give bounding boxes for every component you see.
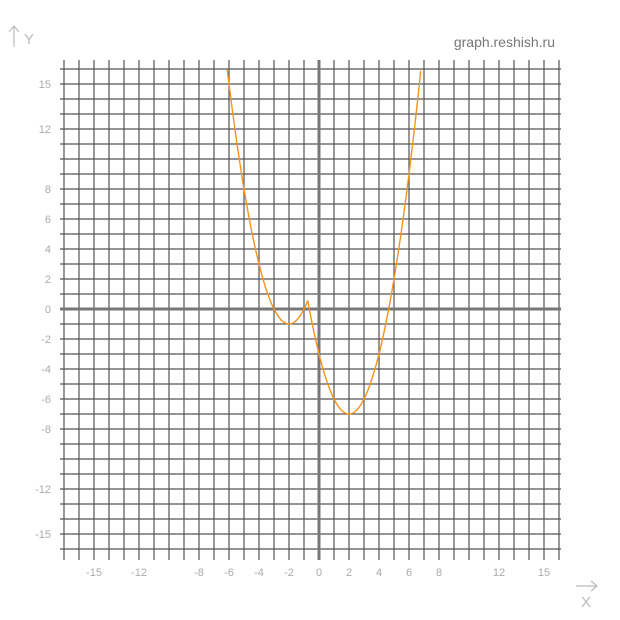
x-label: X <box>581 594 591 611</box>
x-axis-label: X <box>576 580 598 611</box>
y-arrow-head <box>8 25 20 33</box>
x-tick-label: 15 <box>538 567 550 579</box>
x-tick-label: 6 <box>406 567 412 579</box>
y-tick-label: -2 <box>41 334 51 346</box>
x-tick-label: -8 <box>194 567 204 579</box>
curve-left <box>226 69 309 325</box>
y-tick-label: -4 <box>41 364 51 376</box>
x-tick-label: -4 <box>254 567 264 579</box>
y-tick-label: -15 <box>35 529 51 541</box>
x-tick-label: -15 <box>86 567 102 579</box>
y-tick-label: -12 <box>35 484 51 496</box>
y-tick-label: 15 <box>39 79 51 91</box>
x-arrow-head <box>590 580 598 592</box>
watermark: graph.reshish.ru <box>454 34 555 50</box>
x-tick-label: -6 <box>224 567 234 579</box>
x-tick-label: 12 <box>493 567 505 579</box>
curves <box>226 69 422 415</box>
curve-right <box>307 70 422 415</box>
y-tick-label: 8 <box>45 184 51 196</box>
x-tick-label: 4 <box>376 567 382 579</box>
y-label: Y <box>24 31 34 48</box>
y-tick-label: 12 <box>39 124 51 136</box>
y-tick-label: 2 <box>45 274 51 286</box>
x-tick-label: -2 <box>284 567 294 579</box>
x-tick-label: 2 <box>346 567 352 579</box>
y-tick-label: 6 <box>45 214 51 226</box>
x-tick-label: 0 <box>316 567 322 579</box>
axes <box>60 60 561 560</box>
y-tick-label: 0 <box>45 304 51 316</box>
x-tick-label: 8 <box>436 567 442 579</box>
x-tick-label: -12 <box>131 567 147 579</box>
y-tick-label: -8 <box>41 424 51 436</box>
y-tick-label: -6 <box>41 394 51 406</box>
y-axis-label: Y <box>8 25 34 48</box>
tick-labels: -15 -12 -8 -6 -4 -2 0 2 4 6 8 12 15 15 12 8 6 4 2 0 -2 -4 -6 -8… <box>35 79 550 579</box>
y-tick-label: 4 <box>45 244 51 256</box>
